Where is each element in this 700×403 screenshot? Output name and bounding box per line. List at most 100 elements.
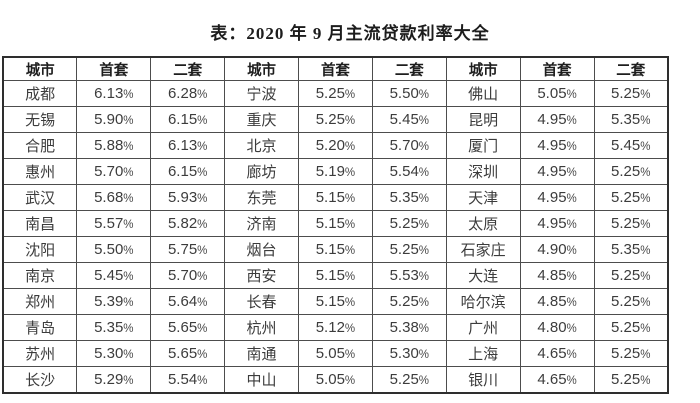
- rate-cell: 5.25%: [593, 262, 669, 289]
- rate-value: 5.15: [315, 293, 345, 310]
- percent-sign: %: [344, 271, 356, 283]
- percent-sign: %: [418, 323, 430, 335]
- percent-sign: %: [197, 297, 208, 309]
- percent-sign: %: [418, 141, 430, 153]
- rate-value: 5.54: [167, 371, 198, 388]
- rate-cell: 5.25%: [593, 158, 669, 185]
- rate-value: 5.25: [611, 85, 641, 102]
- rate-value: 4.85: [537, 293, 567, 310]
- rate-value: 5.65: [167, 345, 198, 362]
- percent-sign: %: [197, 323, 208, 335]
- rate-cell: 4.65%: [519, 340, 595, 367]
- rate-value: 5.70: [94, 163, 124, 180]
- rate-cell: 4.95%: [519, 106, 595, 133]
- rate-value: 5.15: [315, 241, 345, 258]
- rate-value: 5.88: [94, 137, 124, 154]
- column-header: 城市: [224, 56, 299, 81]
- rate-cell: 5.75%: [150, 236, 226, 263]
- rate-value: 5.45: [94, 267, 124, 284]
- percent-sign: %: [640, 323, 651, 335]
- rate-value: 5.20: [315, 137, 345, 154]
- rate-value: 5.68: [94, 189, 124, 206]
- rate-cell: 4.95%: [519, 210, 595, 237]
- column-header: 首套: [519, 56, 595, 81]
- city-cell: 武汉: [2, 184, 78, 211]
- rate-cell: 5.38%: [371, 314, 447, 341]
- rate-value: 5.45: [611, 137, 641, 154]
- city-cell: 石家庄: [445, 236, 521, 263]
- percent-sign: %: [123, 219, 134, 231]
- rate-value: 5.19: [315, 163, 345, 180]
- city-cell: 天津: [445, 184, 521, 211]
- percent-sign: %: [418, 89, 430, 101]
- percent-sign: %: [344, 245, 356, 257]
- city-cell: 银川: [445, 366, 521, 394]
- percent-sign: %: [566, 323, 577, 335]
- city-cell: 中山: [224, 366, 299, 394]
- percent-sign: %: [123, 245, 134, 257]
- percent-sign: %: [418, 297, 430, 309]
- rate-cell: 5.54%: [150, 366, 226, 394]
- percent-sign: %: [123, 115, 134, 127]
- rate-value: 5.35: [611, 111, 641, 128]
- percent-sign: %: [566, 349, 577, 361]
- rate-cell: 5.25%: [593, 288, 669, 315]
- rate-value: 4.65: [537, 371, 567, 388]
- rate-value: 5.50: [389, 85, 419, 102]
- percent-sign: %: [197, 115, 208, 127]
- rate-cell: 5.88%: [76, 132, 152, 159]
- rate-cell: 5.25%: [593, 314, 669, 341]
- rate-cell: 5.35%: [593, 236, 669, 263]
- table-row: 成都 6.13% 6.28% 宁波 5.25% 5.50% 佛山 5.05% 5.25%: [2, 80, 669, 107]
- rate-cell: 5.50%: [76, 236, 152, 263]
- percent-sign: %: [640, 193, 651, 205]
- rate-value: 5.05: [315, 345, 345, 362]
- table-row: 沈阳 5.50% 5.75% 烟台 5.15% 5.25% 石家庄 4.90% 5.35%: [2, 236, 669, 263]
- percent-sign: %: [640, 219, 651, 231]
- rate-cell: 4.85%: [519, 288, 595, 315]
- city-cell: 无锡: [2, 106, 78, 133]
- percent-sign: %: [123, 141, 134, 153]
- rate-cell: 5.45%: [76, 262, 152, 289]
- rate-cell: 5.05%: [298, 366, 373, 394]
- column-header: 首套: [298, 56, 373, 81]
- rate-cell: 5.19%: [298, 158, 373, 185]
- rate-cell: 5.35%: [593, 106, 669, 133]
- rate-value: 5.25: [611, 189, 641, 206]
- rate-cell: 5.15%: [298, 236, 373, 263]
- percent-sign: %: [344, 193, 356, 205]
- percent-sign: %: [197, 375, 208, 387]
- rate-cell: 6.15%: [150, 158, 226, 185]
- city-cell: 惠州: [2, 158, 78, 185]
- city-cell: 深圳: [445, 158, 521, 185]
- rate-cell: 4.95%: [519, 158, 595, 185]
- rate-value: 6.13: [94, 85, 124, 102]
- rate-value: 5.50: [94, 241, 124, 258]
- percent-sign: %: [418, 219, 430, 231]
- percent-sign: %: [123, 271, 134, 283]
- column-header: 首套: [76, 56, 152, 81]
- percent-sign: %: [197, 349, 208, 361]
- rate-value: 6.15: [167, 111, 198, 128]
- rate-value: 5.25: [389, 241, 419, 258]
- percent-sign: %: [418, 375, 430, 387]
- rate-value: 4.95: [537, 137, 567, 154]
- percent-sign: %: [344, 89, 356, 101]
- percent-sign: %: [123, 297, 134, 309]
- percent-sign: %: [640, 297, 651, 309]
- percent-sign: %: [197, 193, 208, 205]
- percent-sign: %: [418, 349, 430, 361]
- rate-cell: 5.15%: [298, 262, 373, 289]
- rate-value: 4.95: [537, 111, 567, 128]
- rate-value: 6.13: [167, 137, 198, 154]
- percent-sign: %: [344, 219, 356, 231]
- column-header: 二套: [371, 56, 447, 81]
- rate-value: 5.35: [611, 241, 641, 258]
- table-row: 合肥 5.88% 6.13% 北京 5.20% 5.70% 厦门 4.95% 5.45%: [2, 132, 669, 159]
- percent-sign: %: [123, 349, 134, 361]
- rate-value: 5.70: [167, 267, 198, 284]
- rate-value: 5.35: [389, 189, 419, 206]
- rate-cell: 5.05%: [519, 80, 595, 107]
- rate-value: 5.75: [167, 241, 198, 258]
- percent-sign: %: [566, 297, 577, 309]
